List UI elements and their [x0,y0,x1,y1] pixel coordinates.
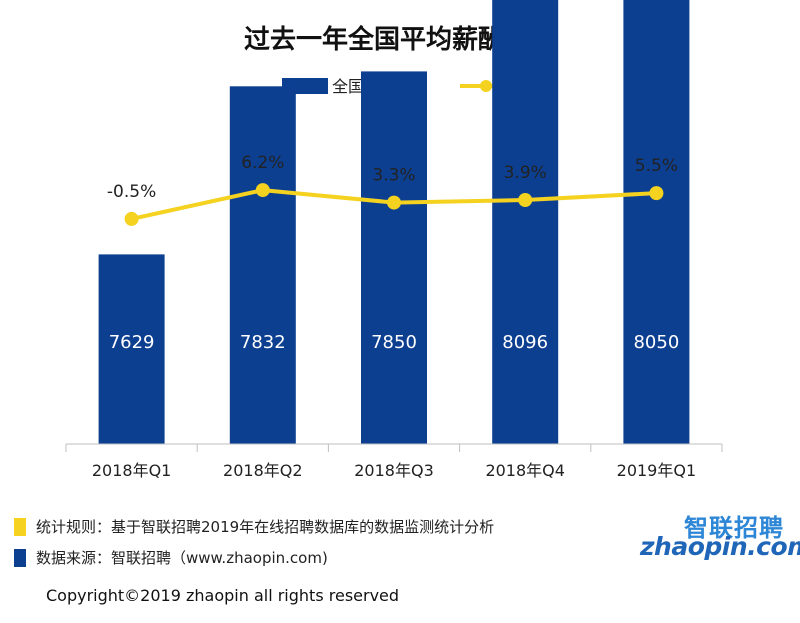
line-point [518,193,533,207]
footer-source: 数据来源：智联招聘（www.zhaopin.com) [14,547,328,568]
bar-value-label: 7832 [240,332,286,353]
line-value-label: 6.2% [241,153,284,173]
bar [623,0,690,445]
chart: 过去一年全国平均薪酬比较 全国平均薪酬 同比 76297832785080968… [65,0,723,480]
legend-swatch-marker [480,80,492,92]
bar-value-label: 8096 [502,332,548,353]
line-point [124,211,139,226]
line-value-label: 3.9% [504,163,547,183]
bar [229,86,296,444]
footer-rule: 统计规则：基于智联招聘2019年在线招聘数据库的数据监测统计分析 [14,516,494,537]
x-axis: 2018年Q1 2018年Q2 2018年Q3 2018年Q4 2019年Q1 [65,443,723,480]
line-point [255,183,270,198]
bar-value-label: 7850 [371,332,417,353]
footer-rule-swatch [14,517,26,536]
bar [361,71,427,445]
footer-rule-text: 统计规则：基于智联招聘2019年在线招聘数据库的数据监测统计分析 [36,518,495,536]
bar [492,0,559,445]
footer-source-swatch [14,548,26,567]
x-tick-label: 2019年Q1 [617,461,697,480]
line-point [387,195,401,210]
x-tick-label: 2018年Q4 [485,461,565,480]
bar [98,254,165,444]
zhaopin-logo: 智联招聘 zhaopin.com [640,508,800,564]
bar-series: 7629 7832 7850 8096 8050 [98,0,690,445]
logo-cn-text: 智联招聘 [684,514,784,542]
copyright-text: Copyright©2019 zhaopin all rights reserv… [46,586,400,605]
logo-en-text: zhaopin.com [640,532,800,561]
footer-source-text: 数据来源：智联招聘（www.zhaopin.com) [36,549,328,567]
line-series: -0.5% 6.2% 3.3% 3.9% 5.5% [107,153,678,226]
line-point [649,186,664,201]
line-value-label: -0.5% [107,182,156,202]
bar-value-label: 8050 [633,332,679,353]
x-tick-label: 2018年Q1 [92,461,172,480]
line-value-label: 3.3% [372,166,415,186]
x-tick-label: 2018年Q2 [223,461,303,480]
x-tick-label: 2018年Q3 [354,461,434,480]
bar-value-label: 7629 [109,332,155,353]
line-value-label: 5.5% [635,156,678,176]
